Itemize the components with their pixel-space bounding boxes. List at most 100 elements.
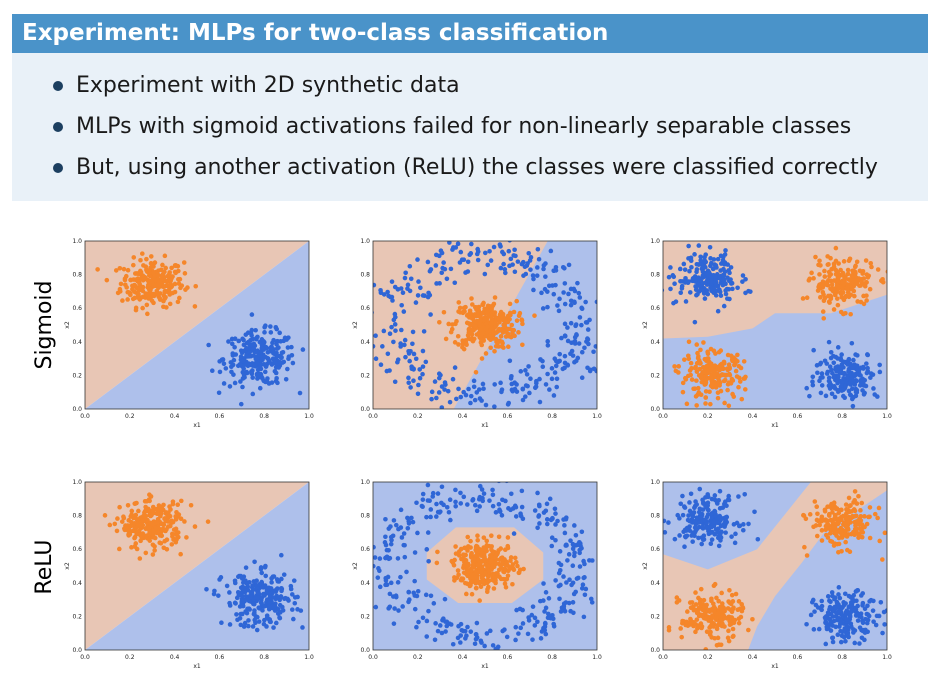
- y-tick-label: 0.4: [72, 580, 82, 587]
- data-point: [468, 400, 473, 406]
- data-point: [874, 613, 880, 619]
- data-point: [138, 295, 144, 300]
- data-point: [250, 583, 255, 588]
- data-point: [263, 573, 269, 579]
- data-point: [697, 515, 703, 520]
- data-point: [115, 516, 120, 521]
- data-point: [546, 283, 552, 289]
- data-point: [829, 282, 835, 287]
- data-point: [459, 627, 465, 633]
- data-point: [443, 382, 448, 387]
- data-point: [373, 563, 376, 569]
- data-point: [831, 307, 837, 312]
- data-point: [425, 498, 431, 503]
- data-point: [666, 520, 671, 525]
- data-point: [850, 403, 856, 409]
- data-point: [583, 586, 589, 592]
- data-point: [388, 541, 394, 547]
- data-point: [162, 253, 168, 259]
- data-point: [176, 281, 182, 286]
- data-point: [822, 268, 827, 274]
- data-point: [872, 392, 878, 397]
- data-point: [131, 255, 137, 260]
- data-point: [809, 270, 814, 276]
- data-point: [726, 403, 732, 409]
- data-point: [490, 492, 496, 498]
- data-point: [292, 600, 298, 606]
- data-point: [124, 525, 129, 530]
- data-point: [416, 279, 421, 284]
- data-point: [696, 535, 701, 541]
- x-tick-label: 0.4: [748, 654, 758, 661]
- data-point: [712, 372, 718, 378]
- data-point: [242, 375, 247, 380]
- data-point: [677, 516, 682, 521]
- data-point: [864, 298, 869, 303]
- data-point: [158, 511, 164, 516]
- axes-frame: [372, 240, 598, 410]
- data-point: [736, 599, 742, 604]
- data-point: [729, 376, 735, 382]
- data-point: [477, 598, 482, 603]
- data-point: [828, 349, 834, 355]
- data-point: [520, 321, 525, 327]
- data-point: [428, 312, 433, 317]
- data-point: [415, 293, 421, 298]
- data-point: [148, 261, 154, 266]
- data-point: [713, 263, 719, 268]
- data-point: [873, 622, 879, 628]
- data-point: [693, 629, 698, 635]
- data-point: [281, 572, 287, 577]
- data-point: [562, 321, 568, 327]
- data-point: [557, 296, 562, 302]
- data-point: [414, 624, 419, 630]
- data-point: [727, 365, 732, 370]
- data-point: [444, 276, 450, 282]
- data-point: [507, 358, 513, 364]
- data-point: [429, 389, 435, 395]
- data-point: [534, 273, 540, 278]
- data-point: [160, 262, 165, 268]
- data-point: [465, 534, 471, 540]
- data-point: [689, 264, 694, 270]
- data-point: [535, 525, 540, 531]
- data-point: [469, 327, 474, 333]
- data-point: [476, 557, 481, 562]
- data-point: [864, 370, 870, 376]
- data-point: [818, 295, 823, 300]
- data-point: [541, 263, 547, 268]
- data-point: [497, 328, 503, 333]
- axes-frame: [662, 240, 888, 410]
- data-point: [157, 296, 163, 302]
- data-point: [860, 618, 865, 624]
- data-point: [542, 609, 547, 614]
- data-point: [736, 384, 741, 390]
- y-tick-label: 0.6: [72, 305, 82, 312]
- data-point: [130, 528, 136, 534]
- data-point: [865, 365, 870, 371]
- data-point: [871, 386, 876, 391]
- data-point: [741, 522, 746, 527]
- data-point: [852, 293, 857, 299]
- data-point: [460, 310, 466, 316]
- data-point: [538, 636, 544, 641]
- data-point: [473, 632, 479, 637]
- data-point: [852, 264, 858, 270]
- data-point: [843, 502, 849, 507]
- data-point: [880, 557, 885, 562]
- data-point: [132, 535, 137, 541]
- data-point: [262, 369, 268, 375]
- data-point: [514, 318, 520, 323]
- data-point: [266, 591, 272, 596]
- data-point: [850, 597, 855, 602]
- data-point: [703, 259, 709, 265]
- data-point: [851, 357, 856, 363]
- data-point: [693, 499, 698, 504]
- data-point: [841, 371, 847, 376]
- data-point: [283, 376, 289, 382]
- data-point: [482, 317, 487, 322]
- x-tick-label: 0.8: [259, 413, 269, 420]
- data-point: [540, 364, 546, 370]
